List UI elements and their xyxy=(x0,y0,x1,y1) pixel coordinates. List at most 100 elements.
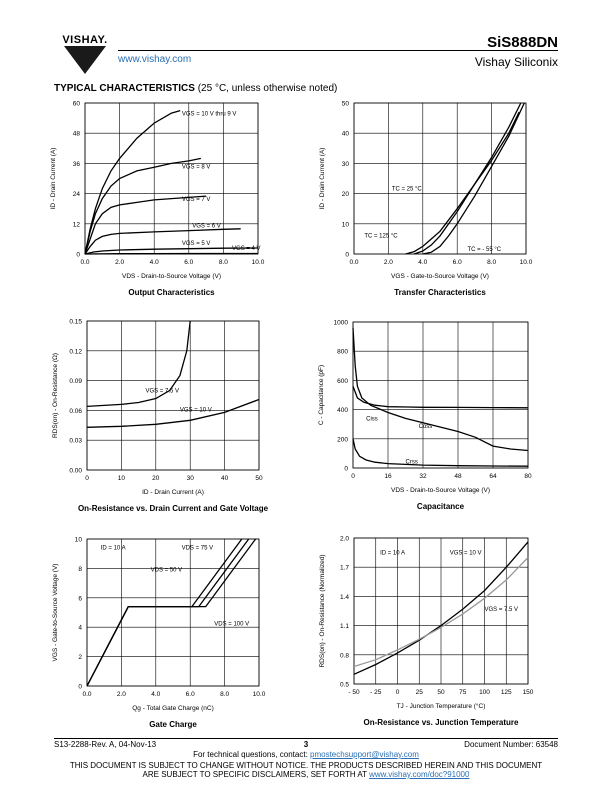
chart-title: Transfer Characteristics xyxy=(394,288,486,297)
chart-on-resistance-vs-drain-current: 0 10 20 30 40 50 0.00 0.03 0.06 0.09 0.12 0.15 VGS =… xyxy=(52,319,269,514)
x-axis-label: TJ - Junction Temperature (°C) xyxy=(397,702,486,710)
x-tick-label: 6.0 xyxy=(184,259,193,266)
x-tick-label: 50 xyxy=(437,689,445,696)
x-axis-label: VDS - Drain-to-Source Voltage (V) xyxy=(122,273,221,280)
x-tick-label: 4.0 xyxy=(151,691,160,698)
y-tick-label: 50 xyxy=(342,101,350,108)
y-tick-label: 24 xyxy=(73,191,81,198)
y-tick-label: 0 xyxy=(344,466,348,473)
x-axis-label: VDS - Drain-to-Source Voltage (V) xyxy=(391,487,490,494)
annotation-label: VDS = 100 V xyxy=(214,622,249,628)
x-tick-label: 0.0 xyxy=(80,259,89,266)
y-tick-label: 0.03 xyxy=(69,438,82,445)
y-tick-label: 4 xyxy=(78,625,82,632)
x-tick-label: 150 xyxy=(523,689,534,696)
chart-title: Gate Charge xyxy=(149,720,197,729)
y-tick-label: 1.1 xyxy=(340,623,349,630)
y-axis-label: VGS - Gate-to-Source Voltage (V) xyxy=(52,564,59,662)
section-title: TYPICAL CHARACTERISTICS xyxy=(54,83,195,94)
x-tick-label: 80 xyxy=(524,473,532,480)
logo-text: VISHAY. xyxy=(62,34,108,46)
annotation-label: VGS = 10 V xyxy=(180,407,212,413)
chart-on-resistance-vs-junction-temperature: - 50 - 25 0 25 50 75 100 125 150 0.5 0.8 1.1 1.4 1.7 2… xyxy=(319,536,534,728)
series-line-2 xyxy=(405,111,520,255)
x-axis-label: ID - Drain Current (A) xyxy=(142,489,204,496)
y-tick-label: 0.00 xyxy=(69,468,82,475)
x-tick-label: 0 xyxy=(85,475,89,482)
header-divider xyxy=(118,50,558,51)
annotation-label: VGS = 7.5 V xyxy=(145,389,179,395)
series-line-2 xyxy=(352,327,529,452)
x-tick-label: 8.0 xyxy=(220,691,229,698)
annotation-label: VDS = 50 V xyxy=(151,567,183,573)
y-tick-label: 10 xyxy=(342,221,350,228)
chart-title: On-Resistance vs. Drain Current and Gate… xyxy=(78,504,269,513)
y-tick-label: 8 xyxy=(78,566,82,573)
x-tick-label: 64 xyxy=(489,473,497,480)
y-tick-label: 0 xyxy=(78,684,82,691)
tech-support-email-link[interactable]: pmostechsupport@vishay.com xyxy=(310,750,419,759)
x-tick-label: 8.0 xyxy=(219,259,228,266)
y-tick-label: 2.0 xyxy=(340,536,349,543)
x-tick-label: 6.0 xyxy=(453,259,462,266)
series-line-2 xyxy=(353,557,529,668)
annotation-label: VDS = 75 V xyxy=(182,545,214,551)
x-tick-label: - 25 xyxy=(370,689,382,696)
series-line-2 xyxy=(84,157,202,255)
page-number: 3 xyxy=(303,740,309,749)
x-tick-label: 10.0 xyxy=(520,259,533,266)
y-tick-label: 0.09 xyxy=(69,378,82,385)
chart-title: Capacitance xyxy=(417,502,465,511)
series-line-5 xyxy=(84,247,259,255)
x-tick-label: 100 xyxy=(479,689,490,696)
y-tick-label: 1.7 xyxy=(340,565,349,572)
series-line-3 xyxy=(86,538,257,687)
website-link[interactable]: www.vishay.com xyxy=(118,54,192,65)
y-tick-label: 1000 xyxy=(334,320,349,327)
section-heading: TYPICAL CHARACTERISTICS (25 °C, unless o… xyxy=(54,83,337,94)
annotation-label: VGS = 10 V xyxy=(450,551,482,557)
x-tick-label: 8.0 xyxy=(487,259,496,266)
plot-frame xyxy=(86,538,260,687)
chart-gate-charge: 0.0 2.0 4.0 6.0 8.0 10.0 0 2 4 6 8 10 ID = 10 A VDS =… xyxy=(52,537,266,730)
plot-frame xyxy=(353,537,529,685)
y-tick-label: 36 xyxy=(73,161,81,168)
annotation-label: ID = 10 A xyxy=(380,551,405,557)
y-tick-label: 30 xyxy=(342,161,350,168)
x-tick-label: 0 xyxy=(351,473,355,480)
x-tick-label: 0 xyxy=(396,689,400,696)
footer-divider xyxy=(54,738,558,739)
y-tick-label: 1.4 xyxy=(340,594,349,601)
annotation-label: Crss xyxy=(406,460,418,466)
y-tick-label: 10 xyxy=(75,537,83,544)
x-tick-label: 0.0 xyxy=(349,259,358,266)
y-tick-label: 0.8 xyxy=(340,652,349,659)
disclaimer-link[interactable]: www.vishay.com/doc?91000 xyxy=(369,770,470,779)
section-condition: (25 °C, unless otherwise noted) xyxy=(197,83,338,94)
y-tick-label: 48 xyxy=(73,131,81,138)
annotation-label: ID = 10 A xyxy=(101,545,126,551)
chart-capacitance: 0 16 32 48 64 8002004006008001000CissCossCrss… xyxy=(318,320,532,512)
x-tick-label: 50 xyxy=(255,475,263,482)
notice-line-1: THIS DOCUMENT IS SUBJECT TO CHANGE WITHO… xyxy=(69,761,543,770)
y-axis-label: RDS(on) - On-Resistance (Normalized) xyxy=(319,554,326,667)
company-name: Vishay Siliconix xyxy=(474,55,558,69)
series-line-1 xyxy=(352,385,529,409)
series-line-2 xyxy=(86,398,260,428)
x-tick-label: 6.0 xyxy=(186,691,195,698)
annotation-label: VGS = 5 V xyxy=(182,241,211,247)
series-line-3 xyxy=(422,102,525,255)
y-tick-label: 200 xyxy=(337,436,348,443)
x-tick-label: - 50 xyxy=(348,689,360,696)
series-line-1 xyxy=(353,541,529,675)
doc-revision: S13-2288-Rev. A, 04-Nov-13 xyxy=(54,740,157,749)
y-axis-label: ID - Drain Current (A) xyxy=(50,148,57,210)
annotation-label: TC = 25 °C xyxy=(392,187,423,193)
annotation-label: VGS = 6 V xyxy=(192,224,221,230)
y-tick-label: 0 xyxy=(76,252,80,259)
x-tick-label: 48 xyxy=(454,473,462,480)
tech-questions: For technical questions, contact: pmoste… xyxy=(54,750,558,759)
x-tick-label: 10.0 xyxy=(252,259,265,266)
y-tick-label: 0.15 xyxy=(69,319,82,326)
y-axis-label: C - Capacitance (pF) xyxy=(318,365,325,425)
